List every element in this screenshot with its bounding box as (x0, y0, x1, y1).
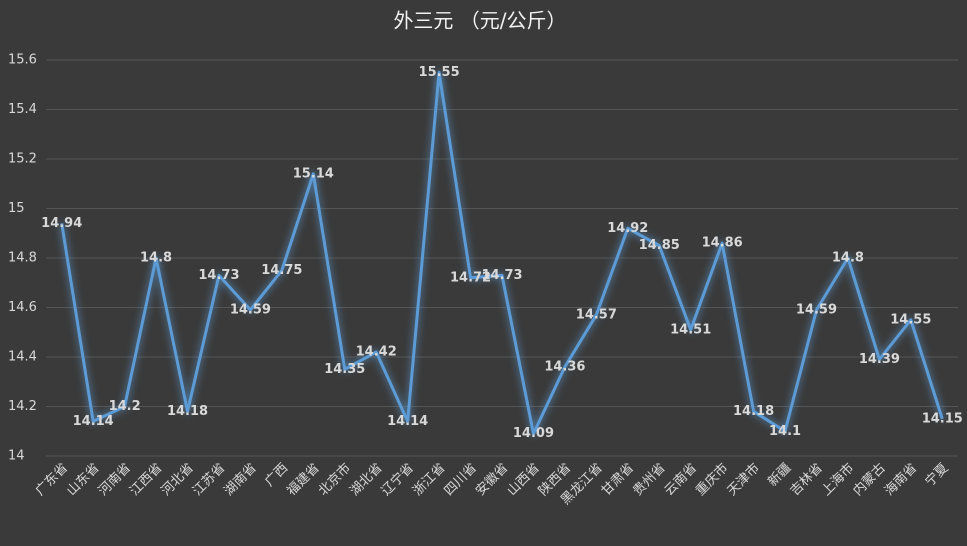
chart-title: 外三元 （元/公斤） (393, 9, 566, 33)
data-label: 14.73 (481, 268, 522, 283)
data-label: 14.59 (230, 302, 271, 317)
y-tick-label: 14 (8, 449, 25, 464)
data-label: 14.94 (41, 216, 82, 231)
y-tick-label: 15.2 (8, 152, 37, 167)
data-label: 14.14 (73, 414, 114, 429)
data-label: 14.8 (140, 251, 172, 266)
data-label: 14.85 (639, 238, 680, 253)
data-label: 14.1 (769, 424, 801, 439)
y-tick-label: 14.2 (8, 399, 37, 414)
data-label: 14.39 (859, 352, 900, 367)
data-label: 14.18 (733, 404, 774, 419)
y-tick-label: 15.4 (8, 102, 37, 117)
data-label: 14.75 (261, 263, 302, 278)
y-tick-label: 14.4 (8, 350, 37, 365)
data-label: 14.09 (513, 426, 554, 441)
data-label: 14.14 (387, 414, 428, 429)
data-label: 15.14 (293, 166, 334, 181)
data-label: 14.86 (702, 236, 743, 251)
data-label: 14.55 (890, 312, 931, 327)
data-label: 14.72 (450, 270, 491, 285)
y-tick-label: 14.6 (8, 300, 37, 315)
data-label: 14.18 (167, 404, 208, 419)
line (60, 70, 944, 436)
data-label: 14.51 (670, 322, 711, 337)
data-label: 14.8 (832, 251, 864, 266)
data-label: 14.36 (544, 359, 585, 374)
y-tick-label: 15 (8, 201, 25, 216)
data-label: 14.2 (109, 399, 141, 414)
data-label: 14.92 (607, 221, 648, 236)
y-tick-label: 14.8 (8, 251, 37, 266)
data-label: 14.35 (324, 362, 365, 377)
data-label: 14.42 (356, 345, 397, 360)
data-label: 14.15 (922, 411, 963, 426)
data-label: 14.59 (796, 302, 837, 317)
y-tick-label: 15.6 (8, 53, 37, 68)
data-label: 15.55 (419, 65, 460, 80)
data-label: 14.73 (198, 268, 239, 283)
data-label: 14.57 (576, 307, 617, 322)
